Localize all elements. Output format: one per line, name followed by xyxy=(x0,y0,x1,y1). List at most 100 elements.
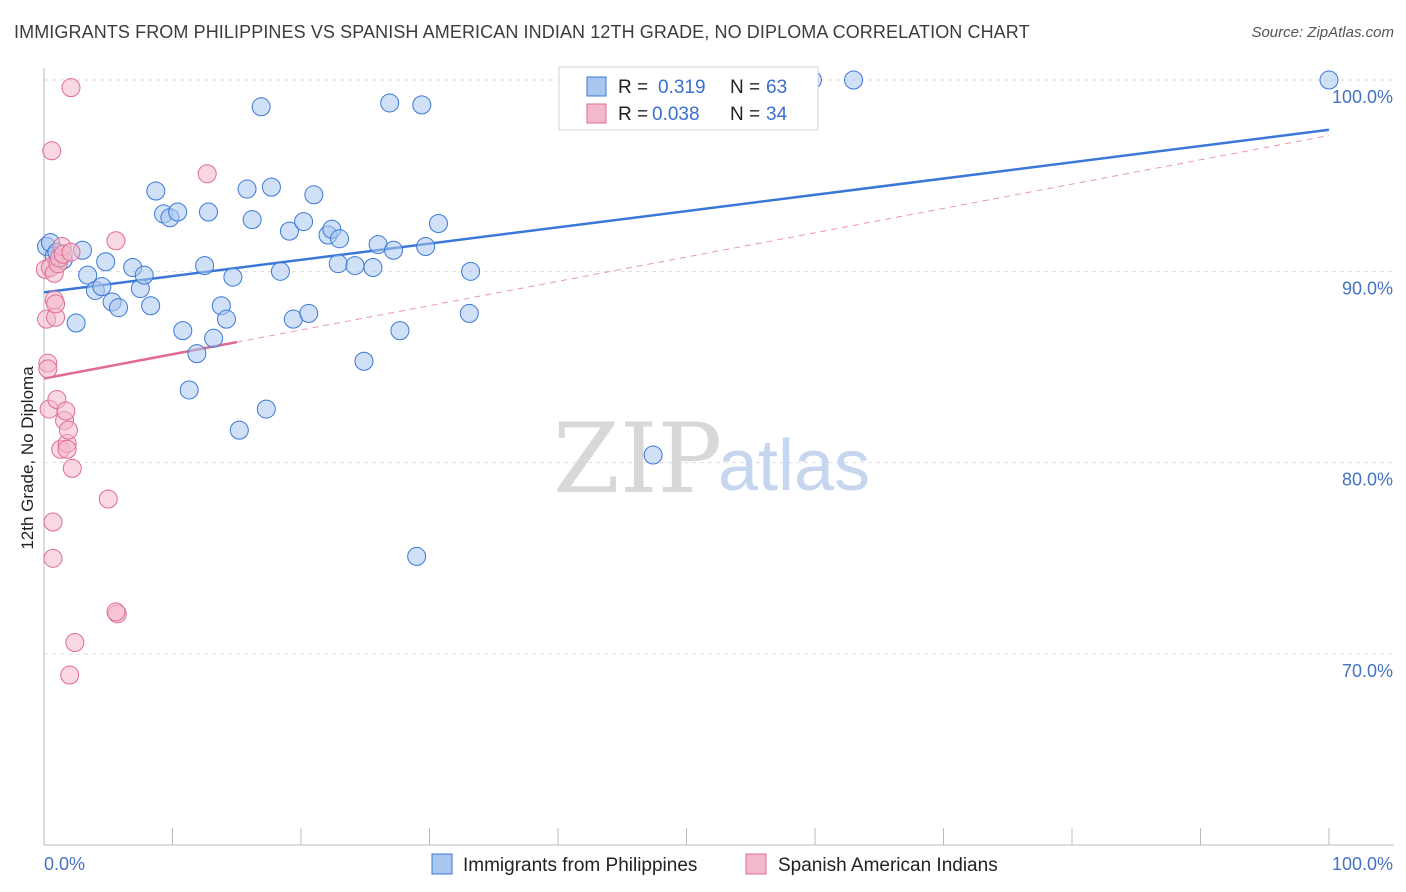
data-point-pink xyxy=(65,633,85,653)
watermark-atlas: atlas xyxy=(718,426,870,506)
legend-box: R = 0.319 N = 63 R = 0.038 N = 34 xyxy=(558,66,819,131)
data-point-blue xyxy=(384,240,404,260)
data-point-blue xyxy=(261,177,281,197)
data-point-blue xyxy=(168,202,188,222)
data-point-pink xyxy=(43,548,63,568)
data-point-blue xyxy=(242,210,262,230)
legend-n-value-blue: 63 xyxy=(766,77,787,98)
grid-lines xyxy=(44,79,1394,655)
legend-n-label-blue: N = xyxy=(730,77,760,98)
data-point-blue xyxy=(96,252,116,272)
watermark-zip: ZIP xyxy=(553,403,722,515)
data-point-blue xyxy=(256,399,276,419)
legend-r-label-blue: R = xyxy=(618,77,648,98)
data-point-pink xyxy=(98,489,118,509)
data-point-blue xyxy=(279,221,299,241)
data-point-blue xyxy=(187,344,207,364)
data-point-pink xyxy=(106,602,126,622)
y-axis-label: 12th Grade, No Diploma xyxy=(18,366,37,550)
data-point-blue xyxy=(345,256,365,276)
data-point-pink xyxy=(197,164,217,184)
data-point-blue xyxy=(416,236,436,256)
data-point-blue xyxy=(204,328,224,348)
watermark: ZIP atlas xyxy=(553,403,870,515)
data-point-pink xyxy=(61,78,81,98)
data-point-pink xyxy=(62,458,82,478)
data-point-blue xyxy=(328,254,348,274)
legend-r-label-pink: R = xyxy=(618,104,648,125)
data-point-blue xyxy=(78,265,98,285)
data-point-blue xyxy=(412,95,432,115)
data-point-blue xyxy=(146,181,166,201)
x-tick-label-right: 100.0% xyxy=(1332,854,1393,874)
data-point-blue xyxy=(223,267,243,287)
data-point-pink xyxy=(42,141,62,161)
legend-n-value-pink: 34 xyxy=(766,104,788,125)
data-point-pink xyxy=(38,359,58,379)
bottom-legend-label-pink: Spanish American Indians xyxy=(778,855,998,876)
data-point-blue xyxy=(216,309,236,329)
data-point-blue xyxy=(354,351,374,371)
bottom-legend-label-blue: Immigrants from Philippines xyxy=(463,855,697,876)
data-point-blue xyxy=(428,214,448,233)
data-point-blue xyxy=(330,229,350,249)
data-point-blue xyxy=(643,445,663,465)
data-point-pink xyxy=(56,401,76,421)
data-point-blue xyxy=(251,97,271,117)
data-point-blue xyxy=(844,70,864,90)
data-point-blue xyxy=(459,303,479,323)
data-point-blue xyxy=(109,298,129,318)
y-tick-label: 90.0% xyxy=(1342,278,1393,298)
data-point-pink xyxy=(106,231,126,251)
bottom-legend: Immigrants from Philippines Spanish Amer… xyxy=(431,853,998,876)
data-point-pink xyxy=(43,512,63,532)
data-point-blue xyxy=(173,321,193,341)
trend-line-pink xyxy=(43,340,237,380)
data-point-pink xyxy=(57,439,77,459)
y-tick-labels: 100.0% 90.0% 80.0% 70.0% xyxy=(1332,87,1393,681)
data-point-blue xyxy=(237,179,257,199)
data-point-blue xyxy=(134,265,154,285)
data-point-pink xyxy=(46,294,66,314)
data-point-blue xyxy=(407,546,427,566)
data-point-blue xyxy=(270,261,290,281)
bottom-legend-swatch-blue xyxy=(431,853,453,875)
legend-r-value-pink: 0.038 xyxy=(652,104,700,125)
data-point-blue xyxy=(299,303,319,323)
data-point-blue xyxy=(92,277,112,297)
trend-line-extension-pink xyxy=(236,134,1330,343)
data-point-blue xyxy=(363,258,383,278)
data-point-blue xyxy=(380,93,400,113)
data-point-blue xyxy=(179,380,199,400)
data-point-blue xyxy=(141,296,161,316)
data-point-pink xyxy=(60,665,80,685)
source-label: Source: ZipAtlas.com xyxy=(1251,24,1394,41)
trend-line-blue xyxy=(43,128,1330,294)
axes xyxy=(43,68,1394,846)
bottom-legend-swatch-pink xyxy=(745,853,767,875)
data-point-pink xyxy=(58,420,78,440)
data-point-blue xyxy=(229,420,249,440)
data-point-blue xyxy=(1319,70,1339,90)
x-ticks xyxy=(43,828,1330,845)
legend-swatch-pink xyxy=(586,103,607,124)
data-point-pink xyxy=(61,242,81,262)
y-tick-label: 80.0% xyxy=(1342,470,1393,490)
y-tick-label: 70.0% xyxy=(1342,661,1393,681)
x-tick-label-left: 0.0% xyxy=(44,854,85,874)
data-point-blue xyxy=(195,256,215,276)
data-point-blue xyxy=(198,202,218,222)
data-point-blue xyxy=(304,185,324,205)
data-point-blue xyxy=(294,212,314,232)
data-points xyxy=(35,70,1339,685)
data-point-blue xyxy=(461,261,481,281)
legend-swatch-blue xyxy=(586,76,607,97)
legend-n-label-pink: N = xyxy=(730,104,760,125)
data-point-blue xyxy=(66,313,86,333)
y-tick-label: 100.0% xyxy=(1332,87,1393,107)
data-point-blue xyxy=(390,321,410,341)
legend-r-value-blue: 0.319 xyxy=(658,77,706,98)
chart-title: IMMIGRANTS FROM PHILIPPINES VS SPANISH A… xyxy=(14,22,1030,42)
trend-lines xyxy=(43,128,1330,380)
